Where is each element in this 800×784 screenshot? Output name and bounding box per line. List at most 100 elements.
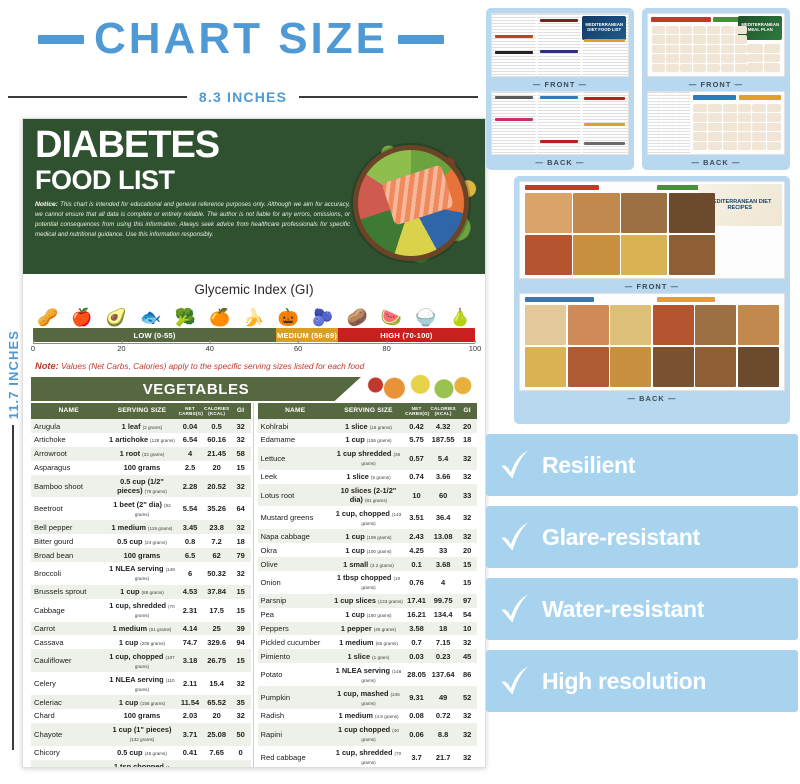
vegetables-banner-label: VEGETABLES: [142, 380, 250, 398]
cell-food-name: Arrowroot: [34, 449, 67, 459]
cell-serving-size: 1 cup (156 grams): [118, 697, 166, 707]
cell-net-carbs: 2.11: [182, 679, 198, 689]
gi-axis-tick: 100: [468, 340, 482, 353]
cell-serving-size: 1 cup, shredded (70 grams): [335, 748, 402, 766]
cell-net-carbs: 9.31: [409, 693, 424, 703]
cell-gi: 50: [236, 729, 245, 739]
cell-serving-size: 1 medium (119 grams): [111, 522, 173, 532]
panel-diet-food-list[interactable]: MEDITERRANEAN DIET FOOD LIST — FRONT — —…: [486, 8, 634, 170]
recipe-photo-grid: [525, 305, 779, 387]
table-row: Asparagus 100 grams 2.5 20 15: [31, 460, 251, 475]
gi-axis-tick: 20: [117, 340, 126, 353]
cell-calories: 21.7: [435, 752, 451, 762]
product-thumbnails: MEDITERRANEAN DIET FOOD LIST — FRONT — —…: [486, 4, 798, 424]
cell-gi: 32: [462, 729, 472, 739]
table-body-right: Kohlrabi 1 slice (16 grams) 0.42 4.32 20 Edam…: [257, 419, 477, 767]
section-bar: [584, 96, 626, 100]
cell-net-carbs: 2.03: [182, 711, 198, 721]
gi-note-text: Values (Net Carbs, Calories) apply to th…: [58, 361, 365, 371]
logo-chip: MEDITERRANEAN DIET FOOD LIST: [582, 16, 626, 40]
table-header-row: NAME SERVING SIZE NET CARBS(G) CALORIES (K…: [257, 403, 477, 420]
cell-gi: 32: [462, 472, 472, 482]
cell-gi: 35: [236, 697, 245, 707]
cell-gi: 58: [236, 449, 245, 459]
cell-net-carbs: 3.71: [182, 729, 198, 739]
cell-serving-size: 1 artichoke (128 grams): [109, 435, 175, 445]
cell-serving-size: 1 tbsp chopped (10 grams): [336, 573, 401, 591]
cell-serving-size: 0.5 cup (1/2" pieces) (76 grams): [117, 477, 167, 496]
feature-item-high-resolution: High resolution: [486, 650, 798, 712]
header-serving-size: SERVING SIZE: [332, 403, 405, 420]
gi-food-icon: 🍊: [208, 308, 231, 327]
cell-net-carbs: 2.43: [409, 531, 424, 541]
cell-serving-size: 1 medium (65 grams): [339, 637, 398, 647]
panel-diet-recipes[interactable]: MEDITERRANEAN DIET RECIPES — FRONT — — B…: [514, 176, 790, 424]
table-row: Red cabbage 1 cup, shredded (70 grams) 3.7…: [257, 745, 477, 767]
vegetable-artwork: [310, 119, 485, 274]
cell-calories: 187.55: [431, 435, 455, 445]
cell-food-name: Cabbage: [34, 605, 65, 615]
table-row: Chayote 1 cup (1" pieces) (132 grams) 3.71…: [31, 722, 251, 746]
cell-calories: 7.2: [211, 536, 222, 546]
width-dimension: 8.3 INCHES: [8, 86, 478, 108]
cell-gi: 32: [236, 522, 245, 532]
cell-food-name: Napa cabbage: [260, 531, 310, 541]
table-row: Chard 100 grams 2.03 20 32: [31, 708, 251, 723]
cell-net-carbs: 74.7: [182, 637, 198, 647]
height-label: 11.7 INCHES: [5, 330, 21, 420]
cell-serving-size: 1 cup shredded (36 grams): [336, 449, 401, 467]
table-row: Rapini 1 cup chopped (40 grams) 0.06 8.8 32: [257, 722, 477, 746]
cell-food-name: Pimiento: [260, 651, 291, 661]
cell-net-carbs: 3.51: [409, 513, 424, 523]
cell-serving-size: 100 grams: [123, 550, 161, 560]
section-bar: [584, 141, 626, 145]
table-row: Parsnip 1 cup slices (133 grams) 17.41 99.7…: [257, 593, 477, 608]
title-dash-right: [398, 34, 444, 44]
back-label: — BACK —: [535, 157, 585, 167]
cell-serving-size: 1 cup chopped (40 grams): [338, 725, 399, 743]
cell-calories: 25.08: [207, 729, 227, 739]
table-row: Chicory 0.5 cup (45 grams) 0.41 7.65 0: [31, 745, 251, 760]
cell-serving-size: 1 NLEA serving (110 grams): [109, 674, 175, 692]
cell-calories: 0.72: [435, 711, 451, 721]
cell-gi: 32: [236, 711, 245, 721]
cell-calories: 65.52: [207, 697, 227, 707]
cell-calories: 33: [438, 545, 448, 555]
cell-calories: 0.5: [211, 421, 222, 431]
table-row: Pickled cucumber 1 medium (65 grams) 0.7 7.…: [257, 635, 477, 650]
cell-net-carbs: 0.1: [411, 559, 422, 569]
cell-food-name: Chard: [34, 711, 55, 721]
cell-serving-size: 1 cup (1" pieces) (132 grams): [112, 725, 172, 743]
cell-calories: 4: [441, 577, 446, 587]
gi-axis-tick: 40: [205, 340, 214, 353]
table-row: Bitter gourd 0.5 cup (24 grams) 0.8 7.2 18: [31, 534, 251, 549]
feature-item-glare-resistant: Glare-resistant: [486, 506, 798, 568]
cell-serving-size: 1 medium (61 grams): [112, 624, 172, 634]
poster-subtitle: FOOD LIST: [35, 165, 175, 195]
section-bar: [539, 18, 578, 22]
cell-gi: 32: [462, 513, 472, 523]
table-column-left: NAME SERVING SIZE NET CARBS(G) CALORIES (K…: [31, 403, 254, 767]
cell-gi: 32: [462, 711, 472, 721]
cell-gi: 39: [236, 624, 245, 634]
cell-net-carbs: 4: [187, 449, 193, 459]
cell-net-carbs: 0.42: [409, 421, 424, 431]
cell-food-name: Celery: [34, 679, 56, 689]
table-row: Lettuce 1 cup shredded (36 grams) 0.57 5.4 3…: [257, 446, 477, 470]
cell-serving-size: 1 slice (1 gram): [347, 651, 390, 661]
gi-food-icon: 🥑: [105, 308, 127, 327]
cell-net-carbs: 0.08: [409, 711, 424, 721]
gi-axis: 0 20 40 60 80 100: [30, 340, 481, 358]
cell-net-carbs: 10: [412, 490, 421, 500]
table-header-row: NAME SERVING SIZE NET CARBS(G) CALORIES (K…: [31, 403, 251, 420]
gi-axis-tick: 0: [30, 340, 36, 353]
cell-net-carbs: 4.25: [409, 545, 424, 555]
cell-serving-size: 10 slices (2-1/2" dia) (81 grams): [340, 486, 397, 505]
cell-food-name: Okra: [260, 545, 277, 555]
cell-net-carbs: 28.05: [407, 670, 426, 680]
cell-food-name: Bitter gourd: [34, 536, 74, 546]
cell-gi: 32: [236, 435, 245, 445]
feature-item-water-resistant: Water-resistant: [486, 578, 798, 640]
tab-header: [692, 95, 737, 100]
panel-meal-plan[interactable]: MEDITERRANEAN MEAL PLAN — FRONT —: [642, 8, 790, 170]
